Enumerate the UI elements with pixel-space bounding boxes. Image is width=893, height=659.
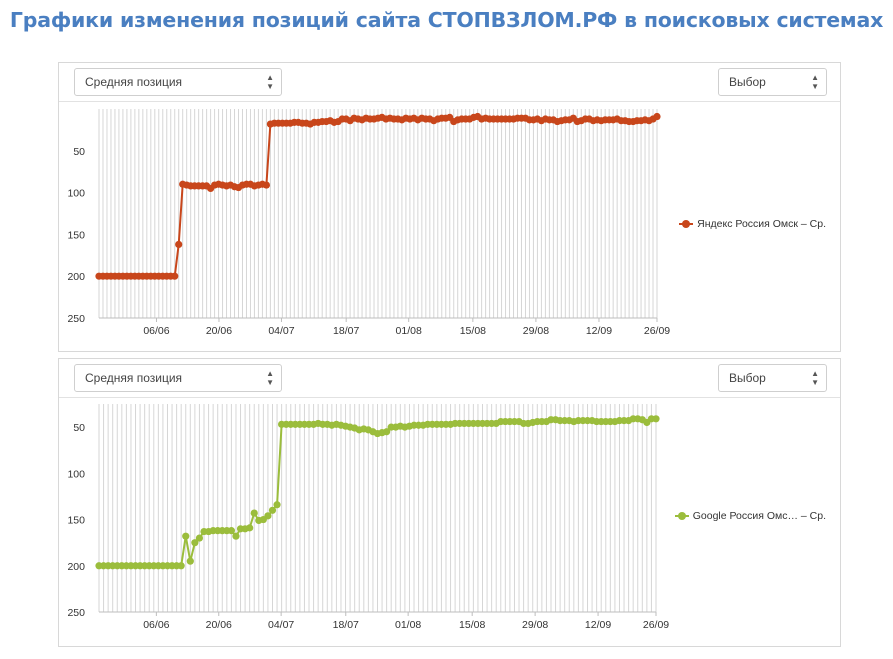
google-position-chart: 50 100 150 200 250 06/06 20/06 04/07 18/07 01/08 1… xyxy=(67,404,669,631)
choice-select[interactable]: Выбор ▲ ▼ xyxy=(718,364,827,392)
chart-toolbar: Средняя позиция ▲ ▼ Выбор ▲ ▼ xyxy=(59,63,840,102)
x-tick-label: 15/08 xyxy=(460,325,486,337)
choice-select[interactable]: Выбор ▲ ▼ xyxy=(718,68,827,96)
data-point xyxy=(250,509,258,517)
x-tick-label: 04/07 xyxy=(268,325,294,337)
choice-select-value: Выбор xyxy=(729,75,766,89)
x-tick-label: 20/06 xyxy=(206,325,232,337)
y-tick-label: 150 xyxy=(67,515,85,527)
x-tick-label: 26/09 xyxy=(644,325,670,337)
data-point xyxy=(175,240,183,249)
data-point xyxy=(227,527,236,535)
data-point xyxy=(653,112,661,121)
x-tick-label: 01/08 xyxy=(395,619,421,631)
legend-marker-icon xyxy=(674,512,689,520)
x-tick-label: 20/06 xyxy=(206,619,232,631)
metric-select[interactable]: Средняя позиция ▲ ▼ xyxy=(74,68,282,96)
y-tick-label: 50 xyxy=(73,146,85,158)
x-tick-label: 26/09 xyxy=(643,619,669,631)
x-tick-label: 04/07 xyxy=(268,619,294,631)
y-tick-label: 100 xyxy=(67,188,85,200)
chevron-updown-icon: ▲ ▼ xyxy=(811,369,819,387)
y-tick-label: 250 xyxy=(67,313,85,325)
data-point xyxy=(383,428,391,436)
x-tick-label: 29/08 xyxy=(522,619,548,631)
legend-marker-icon xyxy=(679,220,694,228)
vertical-gridlines xyxy=(98,404,657,612)
legend-label: Google Россия Омс… – Ср. xyxy=(692,510,826,522)
data-point xyxy=(273,501,281,509)
y-tick-label: 250 xyxy=(67,607,85,619)
metric-select-value: Средняя позиция xyxy=(85,75,183,89)
data-point xyxy=(195,534,204,542)
metric-select-value: Средняя позиция xyxy=(85,371,183,385)
chart-legend-item[interactable]: Google Россия Омс… – Ср. xyxy=(674,510,826,522)
x-tick-label: 01/08 xyxy=(396,325,422,337)
x-tick-label: 18/07 xyxy=(333,619,359,631)
yandex-position-chart: 50 100 150 200 250 06/06 20/06 04/07 18/07 01/08 1… xyxy=(67,109,670,337)
data-point xyxy=(171,272,179,280)
x-tick-label: 12/09 xyxy=(586,325,612,337)
x-tick-label: 06/06 xyxy=(143,619,169,631)
vertical-gridlines xyxy=(98,109,658,318)
data-point xyxy=(232,532,240,540)
legend-label: Яндекс Россия Омск – Ср. xyxy=(697,218,826,230)
chevron-updown-icon: ▲ ▼ xyxy=(811,73,819,91)
data-point xyxy=(264,512,272,520)
y-tick-label: 50 xyxy=(73,422,85,434)
data-point xyxy=(652,415,660,423)
data-point xyxy=(186,557,194,565)
series-points xyxy=(95,112,661,280)
x-tick-label: 15/08 xyxy=(459,619,485,631)
y-tick-label: 100 xyxy=(67,468,85,480)
chart-legend-item[interactable]: Яндекс Россия Омск – Ср. xyxy=(679,218,826,230)
data-point xyxy=(191,539,199,547)
metric-select[interactable]: Средняя позиция ▲ ▼ xyxy=(74,364,282,392)
choice-select-value: Выбор xyxy=(729,371,766,385)
x-tick-label: 06/06 xyxy=(143,325,169,337)
yandex-chart-panel: Средняя позиция ▲ ▼ Выбор ▲ ▼ 50 100 150 200 2… xyxy=(58,62,841,352)
chevron-updown-icon: ▲ ▼ xyxy=(266,369,274,387)
data-point xyxy=(268,506,277,514)
data-point xyxy=(177,562,185,570)
y-tick-label: 150 xyxy=(67,229,85,241)
data-point xyxy=(262,181,270,189)
series-points xyxy=(95,415,660,570)
data-point xyxy=(246,524,254,532)
chart-toolbar: Средняя позиция ▲ ▼ Выбор ▲ ▼ xyxy=(59,359,840,398)
chevron-updown-icon: ▲ ▼ xyxy=(266,73,274,91)
x-tick-label: 29/08 xyxy=(523,325,549,337)
x-tick-label: 12/09 xyxy=(585,619,611,631)
x-tick-label: 18/07 xyxy=(333,325,359,337)
y-tick-label: 200 xyxy=(67,271,85,283)
google-chart-panel: Средняя позиция ▲ ▼ Выбор ▲ ▼ 50 100 150 200 2… xyxy=(58,358,841,647)
data-point xyxy=(182,532,190,540)
y-tick-label: 200 xyxy=(67,561,85,573)
page-title: Графики изменения позиций сайта СТОПВЗЛО… xyxy=(9,8,884,32)
